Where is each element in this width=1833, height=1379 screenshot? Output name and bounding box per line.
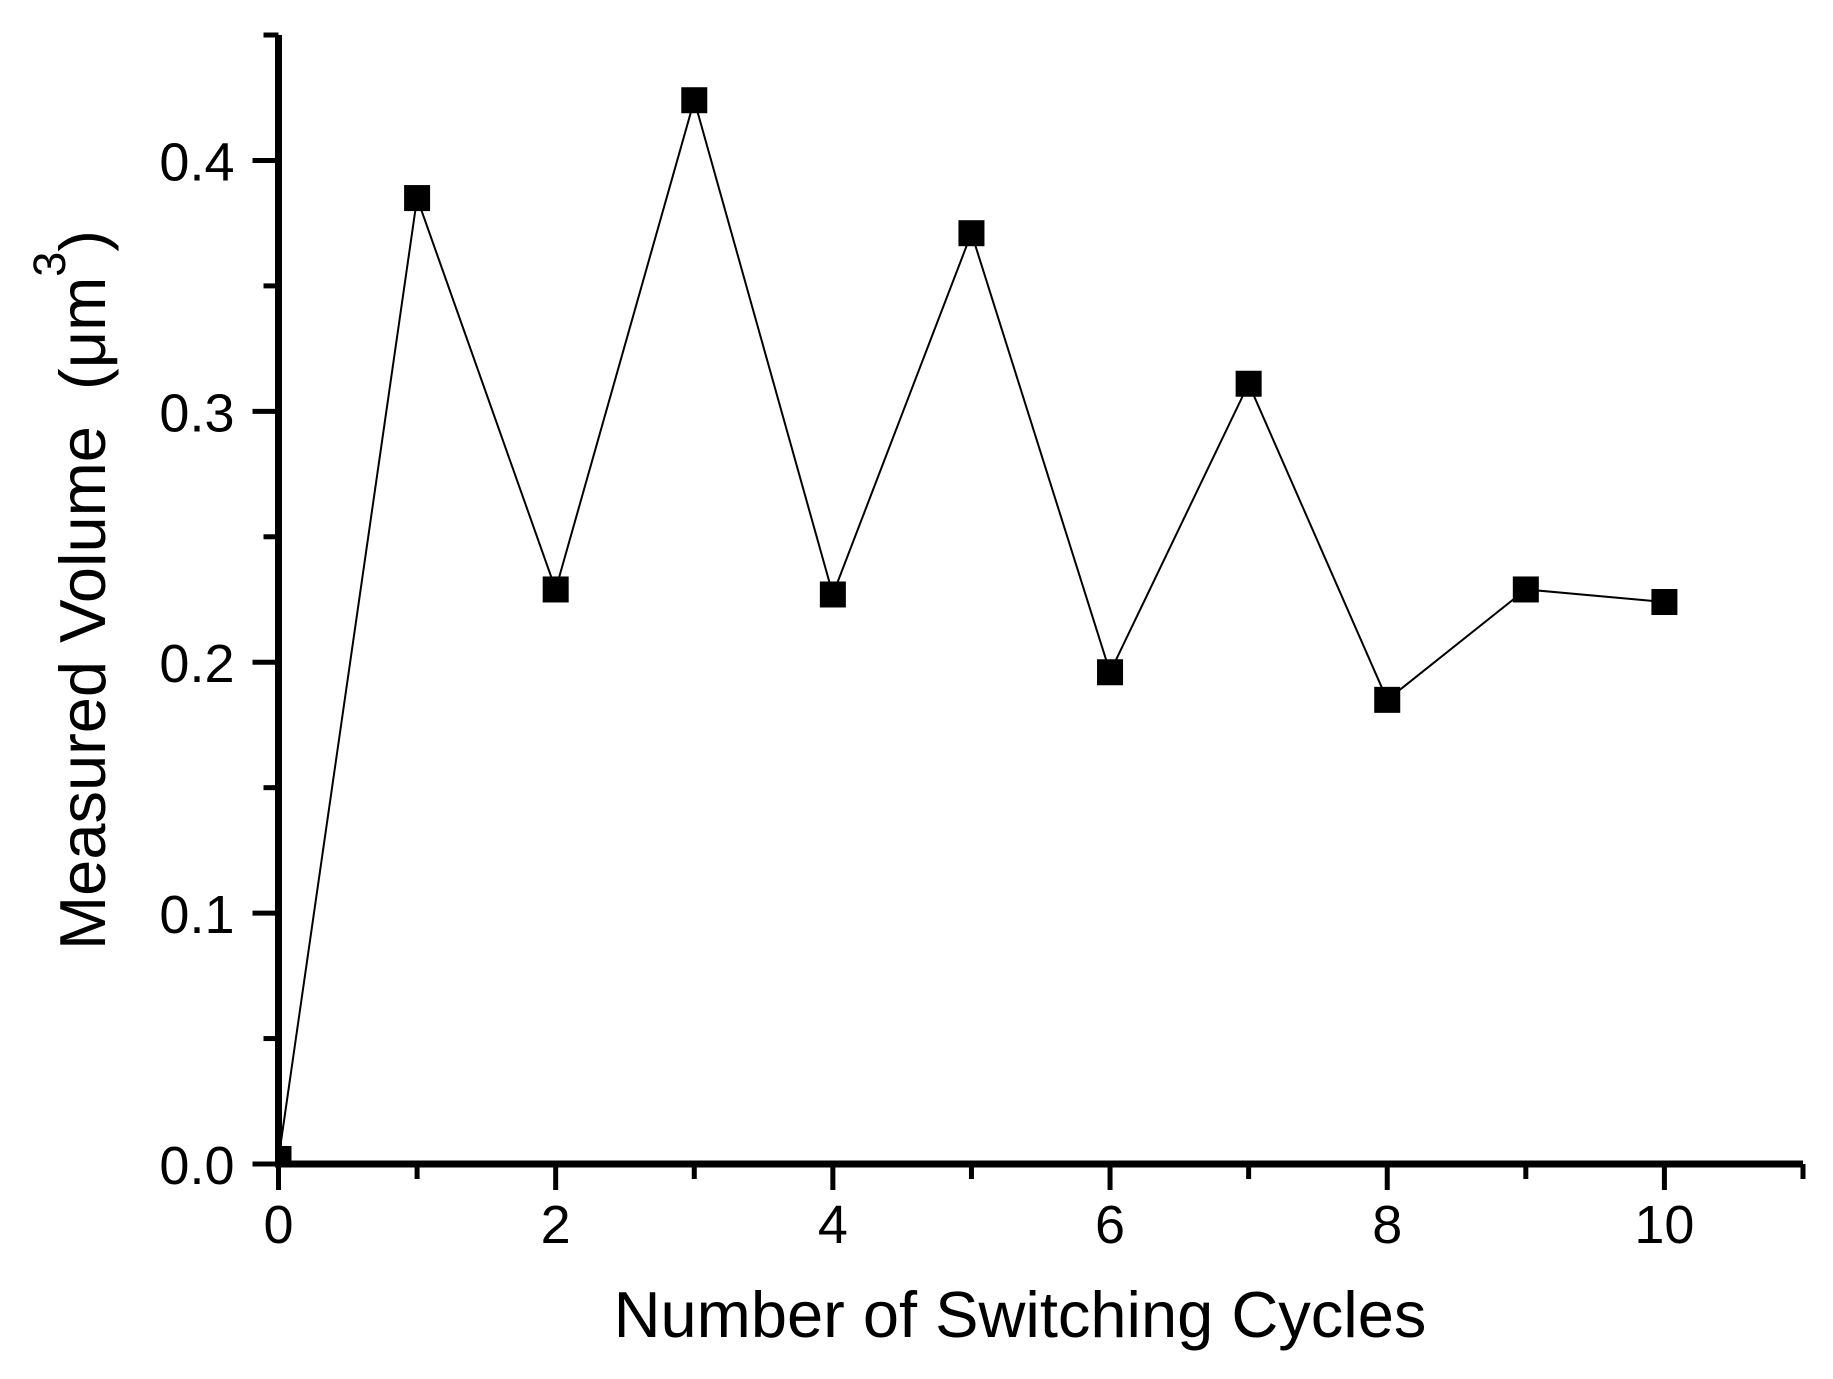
- y-axis-title-close: ): [46, 230, 119, 252]
- data-point-marker: [958, 220, 985, 247]
- x-tick-label: 0: [263, 1195, 293, 1255]
- y-tick-label: 0.4: [159, 132, 234, 192]
- x-tick-label: 4: [818, 1195, 848, 1255]
- data-point-marker: [1235, 370, 1262, 397]
- data-point-marker: [404, 185, 431, 212]
- series-measured-volume: [278, 87, 1678, 1164]
- x-axis-title: Number of Switching Cycles: [614, 1278, 1427, 1351]
- y-axis-title-superscript: 3: [24, 252, 75, 277]
- x-tick-label: 8: [1372, 1195, 1402, 1255]
- y-tick-label: 0.2: [159, 634, 234, 694]
- y-tick-label: 0.3: [159, 383, 234, 443]
- y-axis-ticks: [252, 32, 279, 1167]
- y-tick-label: 0.0: [159, 1136, 234, 1196]
- x-axis-ticks: [276, 1164, 1806, 1190]
- axes-lines: [275, 35, 1803, 1168]
- data-point-marker: [1512, 576, 1539, 603]
- data-point-marker: [681, 87, 708, 114]
- data-point-marker: [1374, 686, 1401, 713]
- data-point-marker: [1651, 589, 1678, 616]
- data-point-marker: [819, 581, 846, 608]
- series-line: [278, 96, 1665, 1160]
- x-tick-label: 2: [541, 1195, 571, 1255]
- data-point-marker: [542, 576, 569, 603]
- y-tick-label: 0.1: [159, 885, 234, 945]
- data-point-marker: [1097, 659, 1124, 686]
- x-tick-label: 10: [1634, 1195, 1694, 1255]
- y-axis-title: Measured Volume (μm3): [24, 230, 119, 950]
- x-tick-label: 6: [1095, 1195, 1125, 1255]
- y-axis-title-main: Measured Volume (μm: [46, 277, 119, 950]
